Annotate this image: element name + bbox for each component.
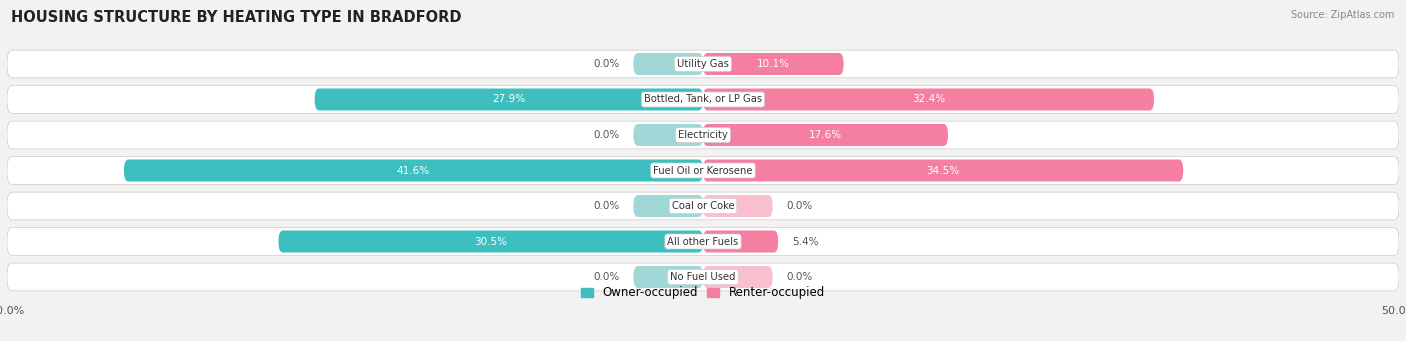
Text: 10.1%: 10.1% (756, 59, 790, 69)
Text: 27.9%: 27.9% (492, 94, 526, 104)
Text: 0.0%: 0.0% (593, 130, 620, 140)
Text: Electricity: Electricity (678, 130, 728, 140)
Text: 30.5%: 30.5% (474, 237, 508, 247)
Text: 0.0%: 0.0% (786, 272, 813, 282)
FancyBboxPatch shape (278, 231, 703, 252)
FancyBboxPatch shape (703, 89, 1154, 110)
Text: HOUSING STRUCTURE BY HEATING TYPE IN BRADFORD: HOUSING STRUCTURE BY HEATING TYPE IN BRA… (11, 10, 461, 25)
Text: 0.0%: 0.0% (593, 201, 620, 211)
Text: Coal or Coke: Coal or Coke (672, 201, 734, 211)
Text: Fuel Oil or Kerosene: Fuel Oil or Kerosene (654, 165, 752, 176)
FancyBboxPatch shape (703, 195, 773, 217)
Legend: Owner-occupied, Renter-occupied: Owner-occupied, Renter-occupied (581, 286, 825, 299)
FancyBboxPatch shape (7, 121, 1399, 149)
FancyBboxPatch shape (7, 263, 1399, 291)
Text: 34.5%: 34.5% (927, 165, 960, 176)
Text: 0.0%: 0.0% (593, 59, 620, 69)
FancyBboxPatch shape (315, 89, 703, 110)
FancyBboxPatch shape (633, 124, 703, 146)
FancyBboxPatch shape (633, 266, 703, 288)
Text: All other Fuels: All other Fuels (668, 237, 738, 247)
FancyBboxPatch shape (703, 266, 773, 288)
Text: 32.4%: 32.4% (912, 94, 945, 104)
FancyBboxPatch shape (633, 53, 703, 75)
Text: 0.0%: 0.0% (786, 201, 813, 211)
FancyBboxPatch shape (703, 53, 844, 75)
Text: 17.6%: 17.6% (808, 130, 842, 140)
FancyBboxPatch shape (633, 195, 703, 217)
FancyBboxPatch shape (124, 160, 703, 181)
FancyBboxPatch shape (703, 124, 948, 146)
Text: No Fuel Used: No Fuel Used (671, 272, 735, 282)
FancyBboxPatch shape (703, 160, 1184, 181)
Text: 41.6%: 41.6% (396, 165, 430, 176)
FancyBboxPatch shape (7, 50, 1399, 78)
Text: Bottled, Tank, or LP Gas: Bottled, Tank, or LP Gas (644, 94, 762, 104)
Text: 0.0%: 0.0% (593, 272, 620, 282)
FancyBboxPatch shape (7, 86, 1399, 113)
FancyBboxPatch shape (7, 228, 1399, 255)
Text: Utility Gas: Utility Gas (678, 59, 728, 69)
FancyBboxPatch shape (7, 192, 1399, 220)
Text: 5.4%: 5.4% (792, 237, 818, 247)
Text: Source: ZipAtlas.com: Source: ZipAtlas.com (1291, 10, 1395, 20)
FancyBboxPatch shape (703, 231, 778, 252)
FancyBboxPatch shape (7, 157, 1399, 184)
